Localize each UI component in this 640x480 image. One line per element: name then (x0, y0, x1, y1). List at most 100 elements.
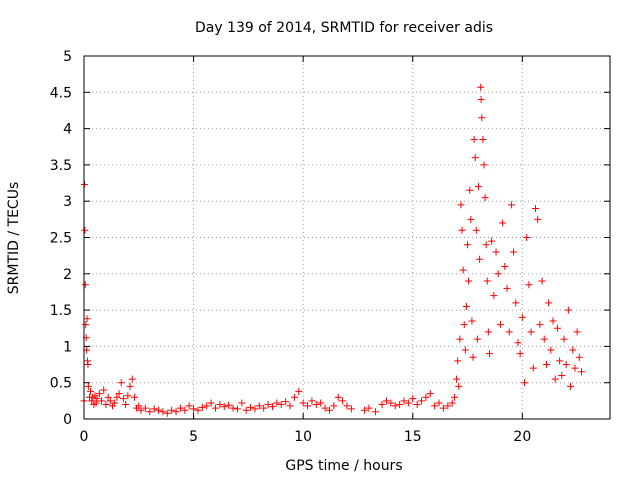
data-point (111, 399, 119, 407)
data-point (233, 405, 241, 413)
data-point (347, 405, 355, 413)
y-tick-label: 5 (63, 49, 72, 65)
data-point (330, 402, 338, 410)
data-point (476, 255, 484, 263)
data-point (540, 335, 548, 343)
data-point (492, 248, 500, 256)
data-point (371, 408, 379, 416)
data-point (510, 248, 518, 256)
data-point (238, 399, 246, 407)
data-point (459, 266, 467, 274)
data-point (119, 395, 127, 403)
data-point (466, 186, 474, 194)
data-point (482, 241, 490, 249)
y-tick-label: 4.5 (50, 85, 72, 101)
data-point (92, 399, 100, 407)
data-point (516, 350, 524, 358)
y-tick-label: 0 (63, 412, 72, 428)
data-point (251, 405, 259, 413)
data-point (83, 315, 91, 323)
data-point (220, 403, 228, 411)
data-point (472, 226, 480, 234)
data-point (488, 237, 496, 245)
data-point (141, 404, 149, 412)
data-point (431, 402, 439, 410)
data-point (534, 215, 542, 223)
data-point (150, 405, 158, 413)
y-tick-label: 2 (63, 267, 72, 283)
data-points (80, 83, 586, 417)
data-point (308, 397, 316, 405)
data-point (483, 277, 491, 285)
data-point (299, 399, 307, 407)
data-point (422, 393, 430, 401)
data-point (578, 368, 586, 376)
data-point (507, 201, 515, 209)
data-point (84, 361, 92, 369)
data-point (396, 400, 404, 408)
data-point (264, 400, 272, 408)
data-point (273, 399, 281, 407)
data-point (494, 270, 502, 278)
data-point (102, 400, 110, 408)
data-point (286, 402, 294, 410)
data-point (87, 387, 95, 395)
data-point (560, 335, 568, 343)
data-point (426, 390, 434, 398)
data-point (556, 357, 564, 365)
data-point (122, 400, 130, 408)
data-point (185, 402, 193, 410)
data-point (485, 350, 493, 358)
data-point (499, 219, 507, 227)
data-point (93, 395, 101, 403)
data-point (317, 399, 325, 407)
data-point (562, 361, 570, 369)
data-point (260, 404, 268, 412)
data-point (538, 277, 546, 285)
x-tick-label: 0 (80, 429, 89, 445)
data-point (203, 402, 211, 410)
data-point (82, 321, 90, 329)
data-point (295, 387, 303, 395)
data-point (569, 346, 577, 354)
data-point (100, 386, 108, 394)
data-point (478, 114, 486, 122)
data-point (567, 382, 575, 390)
data-point (514, 339, 522, 347)
data-point (325, 406, 333, 414)
data-point (456, 335, 464, 343)
data-point (477, 83, 485, 91)
data-point (312, 400, 320, 408)
data-point (490, 292, 498, 300)
data-point (172, 408, 180, 416)
data-point (464, 241, 472, 249)
data-point (207, 399, 215, 407)
data-point (198, 403, 206, 411)
data-point (468, 317, 476, 325)
data-point (469, 353, 477, 361)
data-point (536, 321, 544, 329)
data-point (268, 403, 276, 411)
data-point (130, 393, 138, 401)
y-tick-label: 3 (63, 194, 72, 210)
data-point (454, 357, 462, 365)
data-point (404, 399, 412, 407)
data-point (88, 397, 96, 405)
data-point (496, 321, 504, 329)
data-point (470, 135, 478, 143)
data-point (98, 397, 106, 405)
data-point (542, 361, 550, 369)
data-point (484, 328, 492, 336)
axis-ticks (83, 55, 610, 420)
data-point (163, 409, 171, 417)
data-point (378, 400, 386, 408)
y-tick-label: 1.5 (50, 303, 72, 319)
data-point (255, 402, 263, 410)
y-axis-label: SRMTID / TECUs (6, 182, 22, 295)
data-point (113, 393, 121, 401)
data-point (225, 401, 233, 409)
data-point (460, 321, 468, 329)
data-point (558, 371, 566, 379)
data-point (81, 281, 89, 289)
